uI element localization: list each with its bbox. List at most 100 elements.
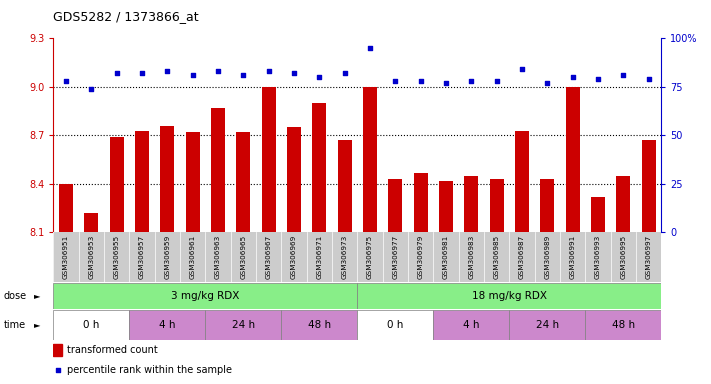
Text: 0 h: 0 h [387, 320, 403, 330]
Bar [262, 87, 276, 232]
Point [542, 80, 553, 86]
Bar [515, 131, 529, 232]
Bar [287, 127, 301, 232]
Text: GSM306981: GSM306981 [443, 235, 449, 279]
Text: GSM306971: GSM306971 [316, 235, 322, 279]
Bar [414, 172, 427, 232]
Bar [357, 310, 433, 340]
Bar [53, 232, 661, 282]
Point [263, 68, 274, 74]
Text: GSM306961: GSM306961 [190, 235, 196, 279]
Bar [59, 184, 73, 232]
Point [314, 74, 325, 80]
Point [618, 72, 629, 78]
Bar [85, 213, 98, 232]
Point [364, 45, 375, 51]
Text: GSM306985: GSM306985 [493, 235, 500, 279]
Text: dose: dose [4, 291, 27, 301]
Text: GSM306975: GSM306975 [367, 235, 373, 279]
Text: 24 h: 24 h [232, 320, 255, 330]
Text: GSM306951: GSM306951 [63, 235, 69, 279]
Text: time: time [4, 320, 26, 330]
Text: GSM306991: GSM306991 [570, 235, 576, 279]
Point [288, 70, 299, 76]
Point [213, 68, 224, 74]
Bar [205, 310, 282, 340]
Bar [363, 87, 377, 232]
Bar [186, 132, 200, 232]
Text: 48 h: 48 h [611, 320, 635, 330]
Bar [53, 283, 357, 309]
Text: 4 h: 4 h [463, 320, 479, 330]
Text: GSM306977: GSM306977 [392, 235, 398, 279]
Bar [509, 310, 585, 340]
Text: transformed count: transformed count [67, 345, 157, 355]
Text: GSM306965: GSM306965 [240, 235, 246, 279]
Bar [464, 176, 479, 232]
Bar [338, 140, 351, 232]
Point [339, 70, 351, 76]
Text: GSM306955: GSM306955 [114, 235, 119, 279]
Text: GSM306997: GSM306997 [646, 235, 651, 279]
Bar [566, 87, 579, 232]
Bar [236, 132, 250, 232]
Bar [135, 131, 149, 232]
Bar [211, 108, 225, 232]
Point [137, 70, 148, 76]
Text: GSM306959: GSM306959 [164, 235, 171, 279]
Text: ►: ► [34, 320, 41, 329]
Text: 18 mg/kg RDX: 18 mg/kg RDX [472, 291, 547, 301]
Bar [282, 310, 357, 340]
Bar [540, 179, 554, 232]
Point [567, 74, 578, 80]
Point [390, 78, 401, 84]
Point [111, 70, 122, 76]
Point [187, 72, 198, 78]
Bar [161, 126, 174, 232]
Bar [312, 103, 326, 232]
Text: 4 h: 4 h [159, 320, 176, 330]
Bar [53, 344, 63, 356]
Point [393, 284, 405, 290]
Bar [109, 137, 124, 232]
Text: ►: ► [34, 291, 41, 301]
Point [643, 76, 654, 82]
Bar [490, 179, 503, 232]
Text: GSM306967: GSM306967 [266, 235, 272, 279]
Bar [357, 283, 661, 309]
Point [85, 86, 97, 92]
Point [60, 78, 72, 84]
Bar [433, 310, 509, 340]
Text: GSM306969: GSM306969 [291, 235, 297, 279]
Point [592, 76, 604, 82]
Bar [591, 197, 605, 232]
Bar [439, 180, 453, 232]
Point [516, 66, 528, 73]
Text: 24 h: 24 h [535, 320, 559, 330]
Text: GSM306995: GSM306995 [620, 235, 626, 279]
Point [440, 80, 451, 86]
Text: GSM306989: GSM306989 [544, 235, 550, 279]
Text: 48 h: 48 h [308, 320, 331, 330]
Point [415, 78, 427, 84]
Bar [585, 310, 661, 340]
Bar [641, 140, 656, 232]
Text: GSM306993: GSM306993 [595, 235, 601, 279]
Text: GSM306987: GSM306987 [519, 235, 525, 279]
Text: 0 h: 0 h [83, 320, 100, 330]
Bar [388, 179, 402, 232]
Text: GSM306963: GSM306963 [215, 235, 221, 279]
Point [161, 68, 173, 74]
Text: GSM306979: GSM306979 [417, 235, 424, 279]
Bar [53, 310, 129, 340]
Point [237, 72, 249, 78]
Text: GSM306973: GSM306973 [341, 235, 348, 279]
Text: GSM306953: GSM306953 [88, 235, 95, 279]
Text: GDS5282 / 1373866_at: GDS5282 / 1373866_at [53, 10, 199, 23]
Text: percentile rank within the sample: percentile rank within the sample [67, 365, 232, 375]
Bar [616, 176, 630, 232]
Text: GSM306957: GSM306957 [139, 235, 145, 279]
Text: 3 mg/kg RDX: 3 mg/kg RDX [171, 291, 240, 301]
Text: GSM306983: GSM306983 [469, 235, 474, 279]
Bar [129, 310, 205, 340]
